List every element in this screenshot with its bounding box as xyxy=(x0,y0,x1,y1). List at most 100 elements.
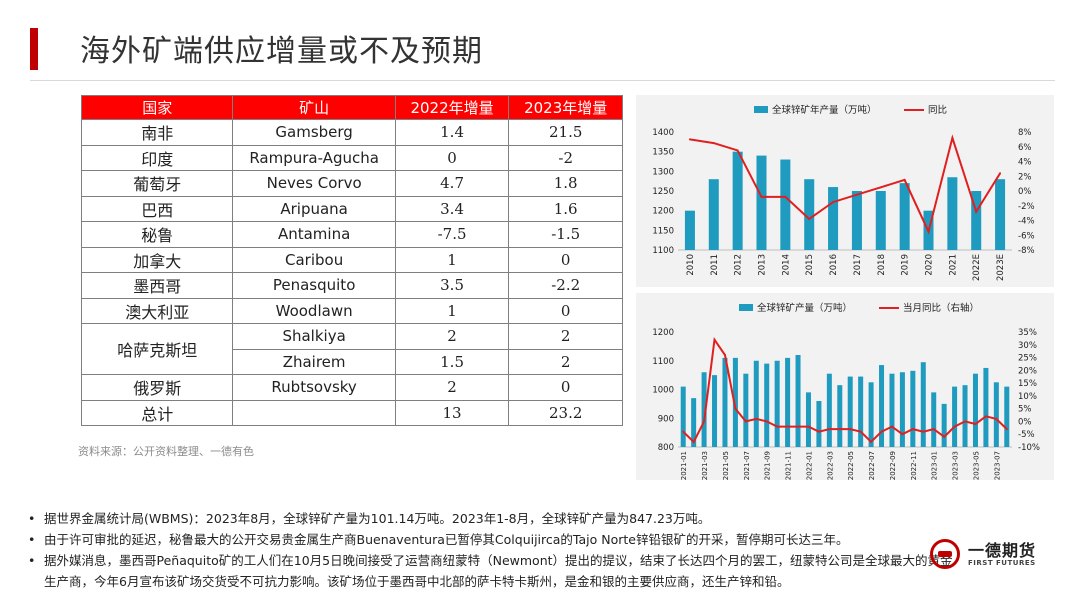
header-2023: 2023年增量 xyxy=(508,95,623,120)
table-row: 秘鲁 Antamina -7.5 -1.5 xyxy=(80,221,623,248)
x-tick-label: 2023-03 xyxy=(952,451,960,480)
x-tick-label: 2023-05 xyxy=(972,451,980,480)
y-left-tick-label: 1100 xyxy=(652,357,674,367)
y-right-tick-label: 20% xyxy=(1018,366,1037,376)
legend-bar-label: 全球锌矿年产量（万吨） xyxy=(772,104,877,116)
yoy-point xyxy=(817,430,820,433)
yoy-point xyxy=(760,195,763,198)
cell-mine: Rubtsovsky xyxy=(232,374,396,401)
bar-mark xyxy=(691,398,697,447)
mine-increment-table: 国家 矿山 2022年增量 2023年增量 南非 Gamsberg 1.4 21… xyxy=(80,95,623,426)
table-row: 墨西哥 Penasquito 3.5 -2.2 xyxy=(80,272,623,299)
x-tick-label: 2021 xyxy=(948,254,958,276)
y-left-tick-label: 1350 xyxy=(652,148,674,158)
y-right-tick-label: 30% xyxy=(1018,341,1037,351)
cell-2023: 0 xyxy=(508,246,623,273)
logo-mark-icon xyxy=(930,539,960,569)
x-tick-label: 2022-01 xyxy=(805,451,813,480)
bar-mark xyxy=(780,159,791,250)
bar-mark xyxy=(712,375,718,447)
y-right-tick-label: 0% xyxy=(1018,187,1032,197)
table-row: 印度 Rampura-Agucha 0 -2 xyxy=(80,144,623,171)
cell-mine: Zhairem xyxy=(232,348,396,375)
cell-mine xyxy=(232,399,396,426)
yoy-point xyxy=(1005,428,1008,431)
cell-2022: 4.7 xyxy=(394,170,510,197)
y-left-tick-label: 1300 xyxy=(652,167,674,177)
bar-mark xyxy=(722,357,728,447)
page-title: 海外矿端供应增量或不及预期 xyxy=(80,34,483,69)
bar-mark xyxy=(805,392,811,447)
yoy-point xyxy=(828,428,831,431)
bar-mark xyxy=(756,155,767,250)
cell-mine: Penasquito xyxy=(232,272,396,299)
table-row-total: 总计 13 23.2 xyxy=(80,399,623,426)
x-tick-label: 2016 xyxy=(829,254,839,276)
note-text: 据外媒消息，墨西哥Peñaquito矿的工人们在10月5日晚间接受了运营商纽蒙特… xyxy=(44,553,953,589)
bar-mark xyxy=(993,382,999,447)
bullet-icon: • xyxy=(28,553,36,568)
x-tick-label: 2013 xyxy=(758,254,768,276)
yoy-point xyxy=(734,407,737,410)
cell-2022: 1 xyxy=(394,297,510,324)
bar-mark xyxy=(828,187,839,250)
bar-mark xyxy=(941,403,947,447)
x-tick-label: 2020 xyxy=(925,254,935,276)
bar-mark xyxy=(858,376,864,447)
yoy-point xyxy=(974,423,977,425)
table-row: 哈萨克斯坦 Shalkiya 2 2 xyxy=(80,323,623,375)
bar-mark xyxy=(899,183,910,250)
table-row: 澳大利亚 Woodlawn 1 0 xyxy=(80,297,623,324)
table-row: Zhairem 1.5 2 xyxy=(82,348,623,375)
cell-2023: 21.5 xyxy=(508,119,623,146)
bar-mark xyxy=(931,392,937,447)
bar-mark xyxy=(804,179,815,250)
bar-mark xyxy=(920,362,926,447)
annual-zinc-output-chart: 全球锌矿年产量（万吨） 同比 1400 1350 1300 1250 1200 1150 110… xyxy=(636,95,1054,287)
x-tick-label: 2021-09 xyxy=(764,451,772,480)
bar-mark xyxy=(889,373,895,447)
y-right-tick-label: 35% xyxy=(1018,328,1037,338)
monthly-zinc-output-chart: 全球锌矿产量（万吨） 当月同比（右轴） 1200 1100 1000 900 800 35% 3… xyxy=(636,293,1054,480)
cell-mine: Aripuana xyxy=(232,195,396,222)
cell-country: 印度 xyxy=(80,144,234,171)
yoy-point xyxy=(713,338,716,341)
cell-country: 巴西 xyxy=(80,195,234,222)
legend-line-label: 同比 xyxy=(928,104,947,116)
y-left-tick-label: 1250 xyxy=(652,187,674,197)
legend-line-label: 当月同比（右轴） xyxy=(903,302,979,314)
cell-2022: 1.4 xyxy=(394,119,510,146)
yoy-line xyxy=(689,134,1001,235)
cell-mine: Gamsberg xyxy=(232,119,396,146)
yoy-point xyxy=(911,428,914,431)
bar-mark xyxy=(983,367,989,447)
legend-bar-swatch xyxy=(754,106,768,113)
bullet-icon: • xyxy=(28,532,36,547)
yoy-point xyxy=(832,201,835,204)
yoy-point xyxy=(797,425,800,428)
cell-country: 哈萨克斯坦 xyxy=(80,323,234,375)
bullet-icon: • xyxy=(28,511,36,526)
cell-2023: 2 xyxy=(508,323,623,350)
yoy-point xyxy=(995,417,998,420)
cell-country: 南非 xyxy=(80,119,234,146)
bar-mark xyxy=(868,382,874,447)
x-tick-label: 2017 xyxy=(853,254,863,276)
cell-country: 葡萄牙 xyxy=(80,170,234,197)
cell-2023: 1.6 xyxy=(508,195,623,222)
note-item: • 由于许可审批的延迟，秘鲁最大的公开交易贵金属生产商Buenaventura已… xyxy=(24,529,954,550)
yoy-point xyxy=(744,420,747,423)
x-tick-label: 2012 xyxy=(734,254,744,276)
logo-en-text: FIRST FUTURES xyxy=(968,559,1036,567)
cell-country: 俄罗斯 xyxy=(80,374,234,401)
cell-2022: 3.5 xyxy=(394,272,510,299)
y-right-tick-label: 4% xyxy=(1018,158,1032,168)
table-row: 加拿大 Caribou 1 0 xyxy=(80,246,623,273)
yoy-point xyxy=(890,425,893,428)
bar-mark xyxy=(851,191,862,250)
table-row: 南非 Gamsberg 1.4 21.5 xyxy=(80,119,623,146)
yoy-point xyxy=(922,430,925,433)
y-right-tick-label: -5% xyxy=(1018,430,1035,440)
x-tick-label: 2021-01 xyxy=(680,451,688,480)
cell-country: 墨西哥 xyxy=(80,272,234,299)
